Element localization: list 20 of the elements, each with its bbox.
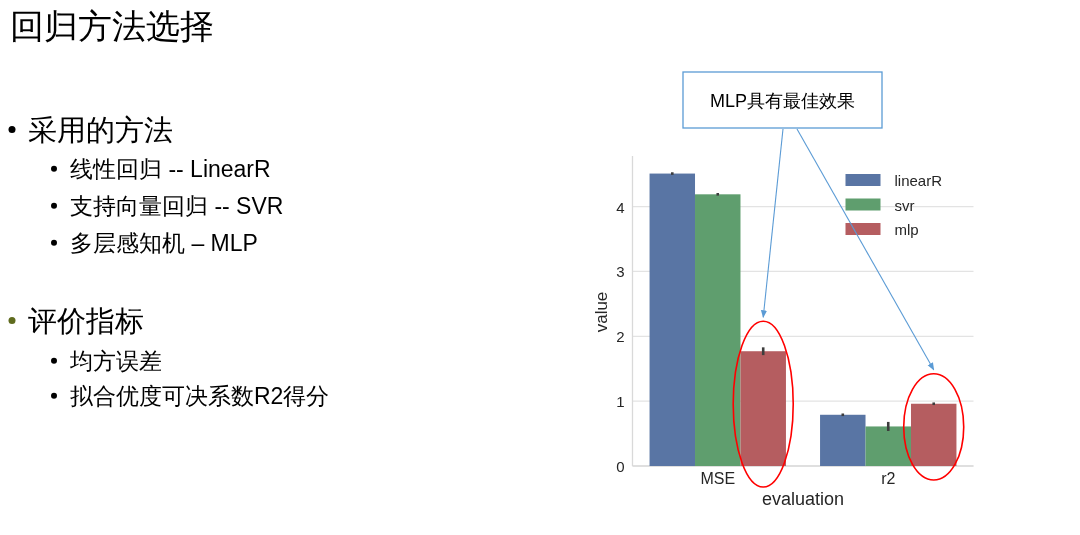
bar [649, 173, 696, 466]
y-axis-title: value [592, 291, 611, 333]
bar [820, 414, 866, 466]
bar [695, 194, 741, 466]
title: 回归方法选择 [10, 7, 214, 45]
y-tick-label: 3 [616, 262, 625, 280]
legend-label: mlp [894, 220, 919, 238]
x-tick-label: r2 [881, 470, 896, 487]
bar [865, 426, 911, 466]
legend-label: svr [894, 196, 915, 213]
legend-label: linearR [894, 171, 943, 189]
text: MLP具有最佳效果 [709, 91, 856, 111]
bar [740, 351, 786, 466]
bar [910, 403, 957, 466]
x-tick-label: MSE [700, 470, 736, 487]
x-axis-title: evaluation [761, 489, 845, 509]
y-tick-label: 4 [616, 198, 625, 216]
y-tick-label: 1 [616, 392, 625, 410]
y-tick-label: 0 [616, 457, 625, 475]
y-tick-label: 2 [616, 327, 625, 345]
